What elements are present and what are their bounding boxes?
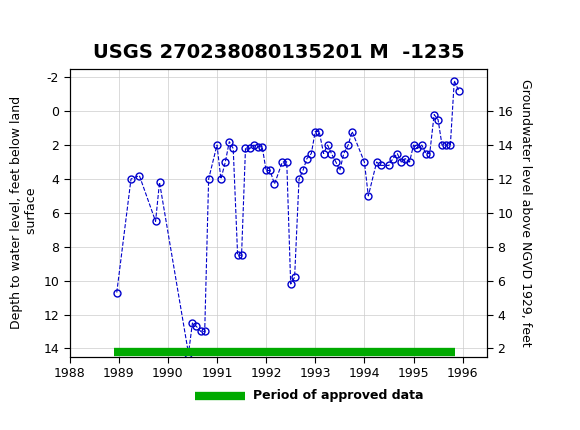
Text: ≡USGS: ≡USGS — [17, 16, 84, 36]
Title: USGS 270238080135201 M  -1235: USGS 270238080135201 M -1235 — [93, 43, 464, 61]
Text: Period of approved data: Period of approved data — [253, 389, 424, 402]
Y-axis label: Depth to water level, feet below land
 surface: Depth to water level, feet below land su… — [10, 96, 38, 329]
Y-axis label: Groundwater level above NGVD 1929, feet: Groundwater level above NGVD 1929, feet — [519, 79, 532, 347]
